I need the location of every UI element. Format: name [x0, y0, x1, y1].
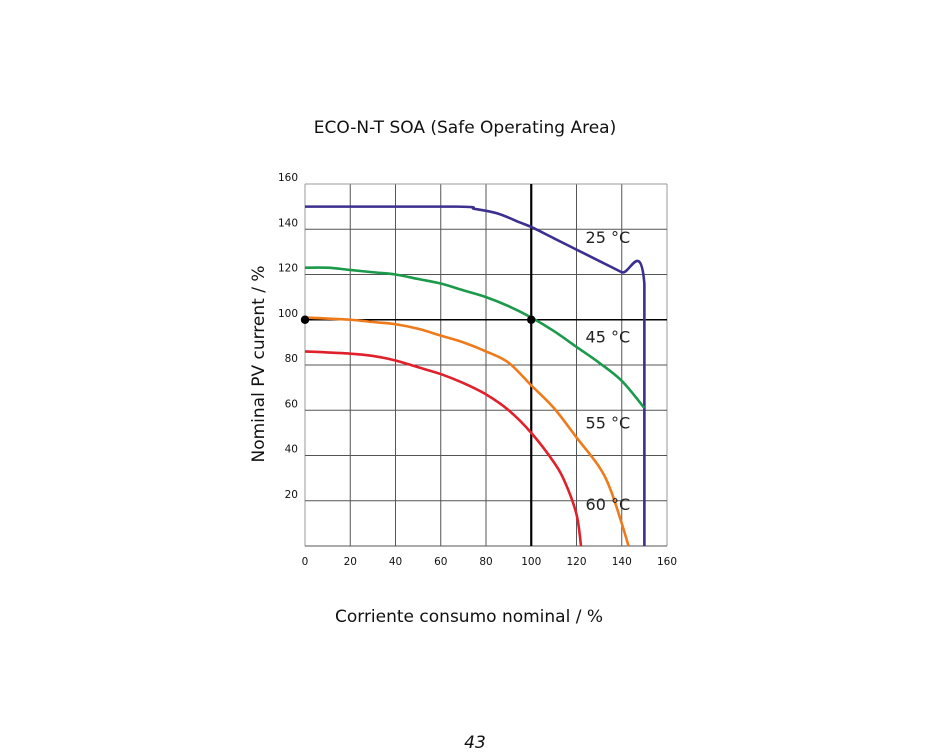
x-tick-label: 140 [612, 556, 632, 568]
curve-label: 60 °C [586, 495, 631, 514]
x-tick-labels: 0 20 40 60 80 100 120 140 160 [302, 556, 677, 568]
chart-title: ECO-N-T SOA (Safe Operating Area) [313, 118, 617, 138]
x-tick-label: 100 [521, 556, 541, 568]
curve-label: 45 °C [586, 327, 631, 346]
x-tick-label: 80 [479, 556, 492, 568]
y-tick-label: 80 [285, 353, 298, 365]
y-tick-label: 140 [278, 217, 298, 229]
curve-labels: 25 °C 45 °C 55 °C 60 °C [586, 228, 631, 514]
x-tick-label: 40 [389, 556, 402, 568]
y-tick-label: 20 [285, 489, 298, 501]
marker-point-2 [527, 315, 536, 324]
x-tick-label: 160 [657, 556, 677, 568]
series-line-2 [304, 266, 646, 409]
reference-lines [305, 184, 667, 546]
y-tick-label: 60 [285, 398, 298, 410]
y-tick-label: 120 [278, 263, 298, 275]
series-curves [304, 205, 646, 547]
y-tick-label: 160 [278, 172, 298, 184]
markers [300, 315, 536, 324]
x-tick-label: 0 [302, 556, 309, 568]
x-axis-title: Corriente consumo nominal / % [335, 607, 603, 627]
x-tick-label: 120 [566, 556, 586, 568]
marker-point-1 [300, 315, 310, 324]
series-line-4 [304, 350, 583, 547]
series-line-1 [305, 205, 646, 546]
series-line-3 [304, 316, 630, 547]
y-axis-title: Nominal PV current / % [249, 265, 269, 462]
curve-label: 55 °C [586, 413, 631, 432]
curve-label: 25 °C [586, 228, 631, 247]
y-tick-label: 100 [278, 308, 298, 320]
x-tick-label: 20 [344, 556, 357, 568]
y-tick-label: 40 [285, 444, 298, 456]
page-number: 43 [464, 733, 486, 753]
y-tick-labels: 20 40 60 80 100 120 140 160 [278, 172, 298, 501]
x-tick-label: 60 [434, 556, 447, 568]
